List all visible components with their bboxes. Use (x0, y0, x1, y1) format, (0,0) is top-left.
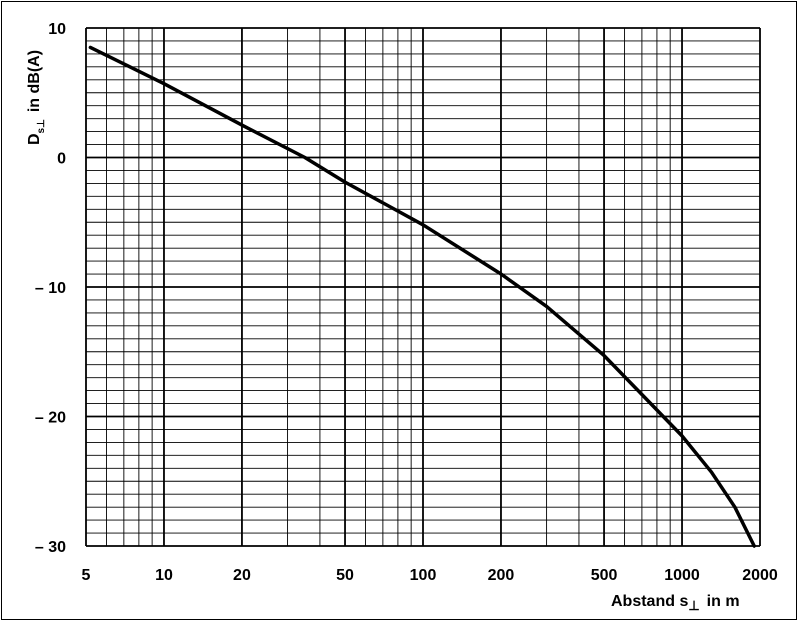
x-tick-label: 500 (591, 567, 618, 584)
y-tick-label: – 30 (35, 539, 66, 556)
y-tick-label: 10 (48, 21, 66, 38)
x-tick-label: 20 (233, 567, 251, 584)
x-tick-label: 50 (336, 567, 354, 584)
x-tick-label: 5 (82, 567, 91, 584)
x-tick-label: 200 (488, 567, 515, 584)
x-tick-label: 1000 (664, 567, 700, 584)
y-tick-label: – 10 (35, 280, 66, 297)
x-axis-label: Abstand s⊥ in m (611, 593, 740, 613)
y-tick-label: 0 (57, 151, 66, 168)
series-line (88, 45, 756, 548)
major-grid (85, 27, 761, 547)
y-tick-label: – 20 (35, 410, 66, 427)
series-layer (88, 45, 756, 548)
x-tick-label: 10 (155, 567, 173, 584)
x-tick-label: 100 (410, 567, 437, 584)
y-axis-label: Ds⊥in dB(A) (26, 50, 47, 145)
x-tick-label: 2000 (742, 567, 778, 584)
